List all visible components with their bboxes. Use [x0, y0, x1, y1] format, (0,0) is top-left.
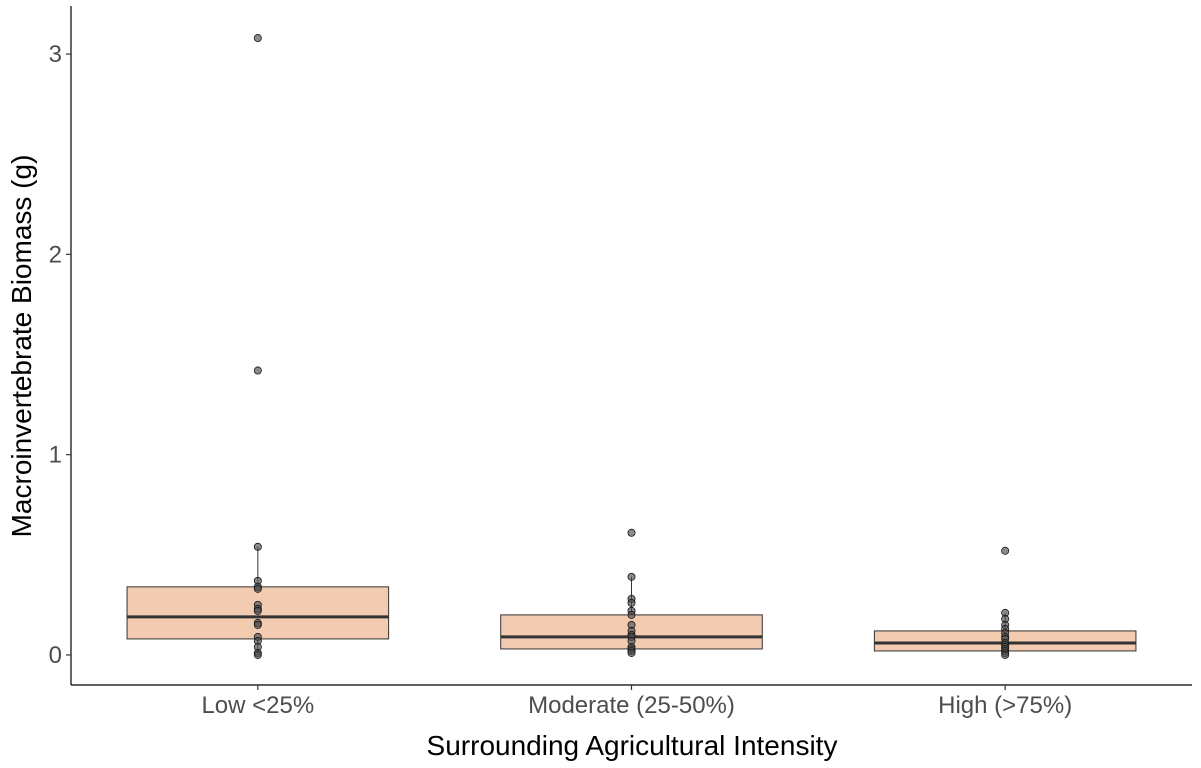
y-axis-title: Macroinvertebrate Biomass (g) [6, 155, 37, 538]
data-point-0-10 [253, 620, 262, 629]
data-point-2-14 [1001, 650, 1010, 659]
data-point-1-0 [627, 528, 636, 537]
y-tick-label-3: 3 [49, 41, 62, 68]
x-tick-label-2: High (>75%) [938, 692, 1072, 719]
x-tick-label-1: Moderate (25-50%) [528, 692, 735, 719]
data-point-1-5 [627, 610, 636, 619]
data-point-0-15 [253, 650, 262, 659]
data-point-0-5 [253, 584, 262, 593]
data-point-0-8 [253, 606, 262, 615]
x-axis-title: Surrounding Agricultural Intensity [427, 730, 838, 761]
x-tick-label-0: Low <25% [201, 692, 314, 719]
data-point-0-1 [253, 366, 262, 375]
data-point-1-1 [627, 572, 636, 581]
data-point-0-2 [253, 542, 262, 551]
points-layer [253, 34, 1010, 659]
data-point-0-0 [253, 34, 262, 43]
data-point-1-3 [627, 598, 636, 607]
y-tick-label-0: 0 [49, 642, 62, 669]
x-ticks: Low <25% Moderate (25-50%) High (>75%) [201, 685, 1072, 719]
data-point-2-0 [1001, 546, 1010, 555]
y-tick-label-1: 1 [49, 442, 62, 469]
data-point-1-14 [627, 648, 636, 657]
y-ticks: 0 1 2 3 [49, 41, 71, 669]
y-tick-label-2: 2 [49, 241, 62, 268]
